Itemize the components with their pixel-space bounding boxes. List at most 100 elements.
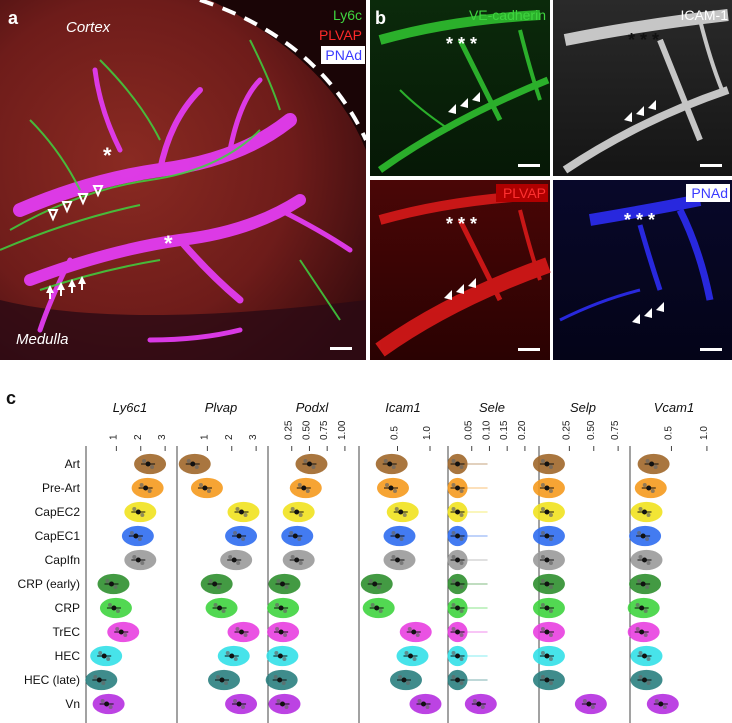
sample-point — [221, 609, 226, 613]
sample-point — [216, 675, 220, 679]
median-point — [109, 581, 114, 587]
sample-point — [297, 537, 302, 541]
median-point — [395, 557, 400, 563]
sample-point — [147, 489, 152, 493]
sample-point — [646, 657, 651, 661]
median-point — [217, 605, 223, 611]
sample-point — [194, 465, 199, 469]
sample-point — [451, 531, 456, 535]
sample-point — [540, 675, 545, 679]
median-point — [455, 533, 461, 539]
sample-point — [548, 489, 553, 493]
sample-point — [129, 531, 134, 535]
sample-point — [459, 513, 464, 517]
sample-point — [635, 627, 640, 631]
sample-point — [398, 675, 402, 679]
gene-label: Ly6c1 — [113, 400, 147, 415]
sample-point — [228, 555, 233, 559]
median-point — [544, 629, 550, 635]
median-point — [212, 581, 218, 587]
sample-point — [459, 537, 464, 541]
sample-point — [378, 609, 383, 613]
sample-point — [241, 705, 246, 709]
median-point — [190, 461, 196, 467]
sample-point — [451, 603, 456, 607]
tick-label: 0.20 — [517, 420, 528, 440]
sample-point — [139, 483, 144, 487]
sample-point — [451, 555, 456, 559]
sample-point — [548, 513, 553, 517]
tile-label-pnad: PNAd — [691, 185, 728, 201]
tick-label: 0.15 — [499, 420, 510, 440]
sample-point — [236, 561, 241, 565]
sample-point — [275, 627, 280, 631]
sample-point — [107, 603, 112, 607]
cell-type-label: CapIfn — [45, 553, 80, 567]
sample-point — [407, 627, 412, 631]
gene-label: Plvap — [205, 400, 238, 415]
median-point — [544, 581, 550, 587]
sample-point — [417, 699, 422, 703]
sample-point — [637, 531, 642, 535]
median-point — [101, 653, 107, 659]
sample-point — [653, 465, 658, 469]
sample-point — [540, 579, 545, 583]
median-point — [277, 677, 283, 683]
cell-type-label: Vn — [65, 697, 80, 711]
legend-pnad: PNAd — [325, 47, 362, 63]
sample-point — [274, 651, 279, 655]
gene-label: Podxl — [296, 400, 330, 415]
sample-point — [243, 633, 248, 637]
sample-point — [662, 705, 667, 709]
median-point — [395, 533, 400, 539]
sample-point — [140, 561, 145, 565]
tick-label: 0.50 — [586, 420, 597, 440]
sample-point — [451, 579, 456, 583]
sample-point — [225, 651, 230, 655]
median-point — [118, 629, 124, 635]
sample-point — [459, 633, 464, 637]
sample-point — [140, 513, 145, 517]
median-point — [455, 557, 461, 563]
cortex-boundary — [199, 0, 368, 141]
median-point — [111, 605, 117, 611]
scale-bar-a — [330, 347, 352, 350]
sample-point — [650, 489, 655, 493]
pnad-vessels — [13, 67, 353, 343]
sample-point — [451, 483, 456, 487]
sample-point — [305, 489, 310, 493]
median-point — [231, 557, 237, 563]
sample-point — [283, 609, 288, 613]
sample-point — [368, 579, 373, 583]
sample-point — [276, 579, 281, 583]
median-point — [401, 677, 407, 683]
sample-point — [451, 627, 456, 631]
tick-label: 0.25 — [561, 420, 572, 440]
median-point — [642, 653, 648, 659]
median-point — [544, 557, 550, 563]
tile-label-plvap: PLVAP — [503, 185, 546, 201]
tick-label: 3 — [248, 434, 259, 440]
sample-point — [101, 681, 106, 685]
median-point — [388, 485, 394, 491]
gene-label: Sele — [479, 400, 505, 415]
median-point — [646, 485, 652, 491]
tile-label-icam1: ICAM-1 — [681, 7, 729, 23]
sample-point — [643, 633, 648, 637]
median-point — [544, 605, 550, 611]
median-point — [278, 629, 284, 635]
median-point — [642, 677, 648, 683]
median-point — [455, 509, 461, 515]
sample-point — [383, 459, 388, 463]
sample-point — [412, 657, 417, 661]
cell-type-label: TrEC — [52, 625, 80, 639]
tick-label: 0.50 — [301, 420, 312, 440]
asterisks-tile2: * * * — [628, 30, 659, 50]
median-point — [544, 461, 550, 467]
sample-point — [290, 555, 295, 559]
median-point — [294, 557, 300, 563]
panel-b: VE-cadherin * * * b ICAM-1 * * * PLVAP *… — [370, 0, 732, 360]
legend-ly6c: Ly6c — [333, 7, 362, 23]
median-point — [219, 677, 225, 683]
